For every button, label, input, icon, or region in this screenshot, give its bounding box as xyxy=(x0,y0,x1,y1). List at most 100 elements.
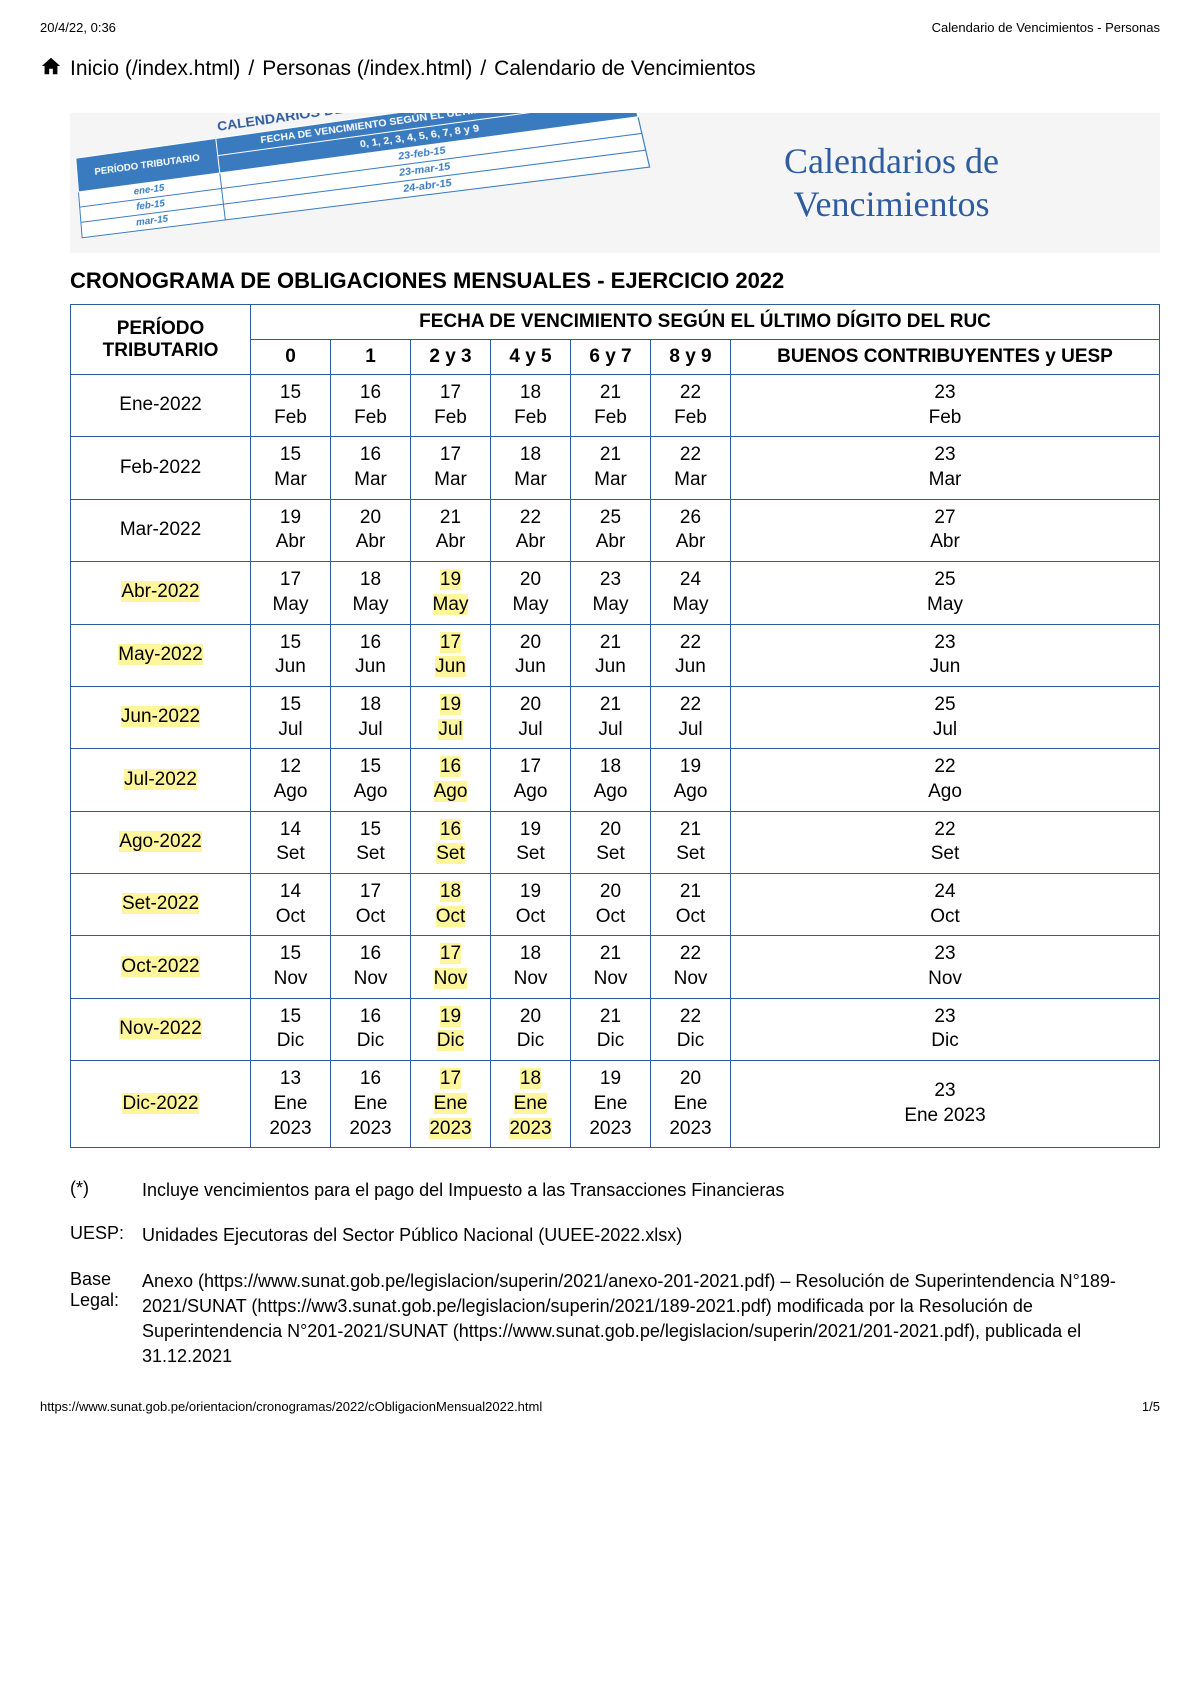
th-digit: 2 y 3 xyxy=(411,340,491,375)
cell-date: 25Jul xyxy=(731,686,1160,748)
cell-date: 19Oct xyxy=(491,874,571,936)
cell-date: 18Ene 2023 xyxy=(491,1061,571,1148)
cell-date: 17Feb xyxy=(411,375,491,437)
cell-date: 15Jun xyxy=(251,624,331,686)
cell-date: 13Ene 2023 xyxy=(251,1061,331,1148)
breadcrumb-home[interactable]: Inicio (/index.html) xyxy=(70,57,240,81)
cell-date: 20Jun xyxy=(491,624,571,686)
cell-date: 15Dic xyxy=(251,998,331,1060)
breadcrumb-personas[interactable]: Personas (/index.html) xyxy=(262,57,472,81)
cell-date: 22Nov xyxy=(651,936,731,998)
table-row: Dic-202213Ene 202316Ene 202317Ene 202318… xyxy=(71,1061,1160,1148)
cell-date: 17Ago xyxy=(491,749,571,811)
cell-date: 15Nov xyxy=(251,936,331,998)
cell-date: 27Abr xyxy=(731,499,1160,561)
footnotes: (*) Incluye vencimientos para el pago de… xyxy=(40,1178,1160,1369)
cell-date: 15Ago xyxy=(331,749,411,811)
cell-date: 18Mar xyxy=(491,437,571,499)
footer-page: 1/5 xyxy=(1142,1399,1160,1414)
print-timestamp: 20/4/22, 0:36 xyxy=(40,20,116,35)
cell-date: 23Nov xyxy=(731,936,1160,998)
table-row: Mar-202219Abr20Abr21Abr22Abr25Abr26Abr27… xyxy=(71,499,1160,561)
cell-date: 19Abr xyxy=(251,499,331,561)
th-period: PERÍODO TRIBUTARIO xyxy=(71,305,251,375)
banner-mini-table: CALENDARIOS DE VENCIMIENTOS PERÍODO TRIB… xyxy=(70,113,667,253)
cell-date: 14Oct xyxy=(251,874,331,936)
cell-date: 18Nov xyxy=(491,936,571,998)
cell-date: 25Abr xyxy=(571,499,651,561)
cell-date: 16Set xyxy=(411,811,491,873)
cell-date: 17Ene 2023 xyxy=(411,1061,491,1148)
cell-date: 22Ago xyxy=(731,749,1160,811)
table-row: Jul-202212Ago15Ago16Ago17Ago18Ago19Ago22… xyxy=(71,749,1160,811)
cell-period: Jul-2022 xyxy=(71,749,251,811)
cell-date: 16Nov xyxy=(331,936,411,998)
breadcrumb-current: Calendario de Vencimientos xyxy=(494,57,756,81)
cell-date: 23Feb xyxy=(731,375,1160,437)
cell-date: 19Dic xyxy=(411,998,491,1060)
page-header: 20/4/22, 0:36 Calendario de Vencimientos… xyxy=(40,20,1160,35)
footnote-base-label: Base Legal: xyxy=(70,1269,130,1370)
cell-period: Abr-2022 xyxy=(71,562,251,624)
cell-date: 19Set xyxy=(491,811,571,873)
cell-date: 21Jul xyxy=(571,686,651,748)
breadcrumb: Inicio (/index.html) / Personas (/index.… xyxy=(40,55,1160,83)
cell-date: 23May xyxy=(571,562,651,624)
th-digit: 4 y 5 xyxy=(491,340,571,375)
cell-date: 25May xyxy=(731,562,1160,624)
cell-date: 23Dic xyxy=(731,998,1160,1060)
banner-title-line1: Calendarios de xyxy=(784,140,999,183)
cell-date: 17Nov xyxy=(411,936,491,998)
cell-date: 20Oct xyxy=(571,874,651,936)
cell-date: 23Jun xyxy=(731,624,1160,686)
page-footer: https://www.sunat.gob.pe/orientacion/cro… xyxy=(40,1399,1160,1414)
footnote-uesp-label: UESP: xyxy=(70,1223,130,1248)
cell-period: Ago-2022 xyxy=(71,811,251,873)
table-row: Oct-202215Nov16Nov17Nov18Nov21Nov22Nov23… xyxy=(71,936,1160,998)
th-digit: 1 xyxy=(331,340,411,375)
cell-date: 18Feb xyxy=(491,375,571,437)
cell-date: 24May xyxy=(651,562,731,624)
main-title: CRONOGRAMA DE OBLIGACIONES MENSUALES - E… xyxy=(40,268,1160,294)
cell-date: 17Oct xyxy=(331,874,411,936)
table-row: Ago-202214Set15Set16Set19Set20Set21Set22… xyxy=(71,811,1160,873)
cell-date: 16Feb xyxy=(331,375,411,437)
cell-date: 20Ene 2023 xyxy=(651,1061,731,1148)
cell-date: 22Set xyxy=(731,811,1160,873)
cell-date: 17May xyxy=(251,562,331,624)
table-row: Set-202214Oct17Oct18Oct19Oct20Oct21Oct24… xyxy=(71,874,1160,936)
banner: CALENDARIOS DE VENCIMIENTOS PERÍODO TRIB… xyxy=(70,113,1160,253)
cell-period: Nov-2022 xyxy=(71,998,251,1060)
cell-date: 19Ene 2023 xyxy=(571,1061,651,1148)
cell-date: 20Abr xyxy=(331,499,411,561)
banner-title: Calendarios de Vencimientos xyxy=(623,113,1160,253)
cell-date: 20Set xyxy=(571,811,651,873)
cell-period: Ene-2022 xyxy=(71,375,251,437)
breadcrumb-sep: / xyxy=(248,57,254,81)
cell-date: 15Feb xyxy=(251,375,331,437)
cell-date: 19May xyxy=(411,562,491,624)
cell-date: 12Ago xyxy=(251,749,331,811)
cell-date: 20Dic xyxy=(491,998,571,1060)
banner-title-line2: Vencimientos xyxy=(784,183,999,226)
th-digit: 6 y 7 xyxy=(571,340,651,375)
home-icon[interactable] xyxy=(40,55,62,83)
cell-date: 15Mar xyxy=(251,437,331,499)
table-row: Nov-202215Dic16Dic19Dic20Dic21Dic22Dic23… xyxy=(71,998,1160,1060)
table-row: Feb-202215Mar16Mar17Mar18Mar21Mar22Mar23… xyxy=(71,437,1160,499)
cell-date: 21Nov xyxy=(571,936,651,998)
cell-date: 17Jun xyxy=(411,624,491,686)
th-digit: BUENOS CONTRIBUYENTES y UESP xyxy=(731,340,1160,375)
footer-url: https://www.sunat.gob.pe/orientacion/cro… xyxy=(40,1399,542,1414)
cell-date: 18Ago xyxy=(571,749,651,811)
cell-period: Dic-2022 xyxy=(71,1061,251,1148)
table-row: Abr-202217May18May19May20May23May24May25… xyxy=(71,562,1160,624)
cell-period: Mar-2022 xyxy=(71,499,251,561)
cell-date: 23Mar xyxy=(731,437,1160,499)
cell-date: 18Oct xyxy=(411,874,491,936)
cell-date: 15Jul xyxy=(251,686,331,748)
cell-date: 17Mar xyxy=(411,437,491,499)
cell-period: Oct-2022 xyxy=(71,936,251,998)
table-row: Ene-202215Feb16Feb17Feb18Feb21Feb22Feb23… xyxy=(71,375,1160,437)
cell-date: 21Dic xyxy=(571,998,651,1060)
